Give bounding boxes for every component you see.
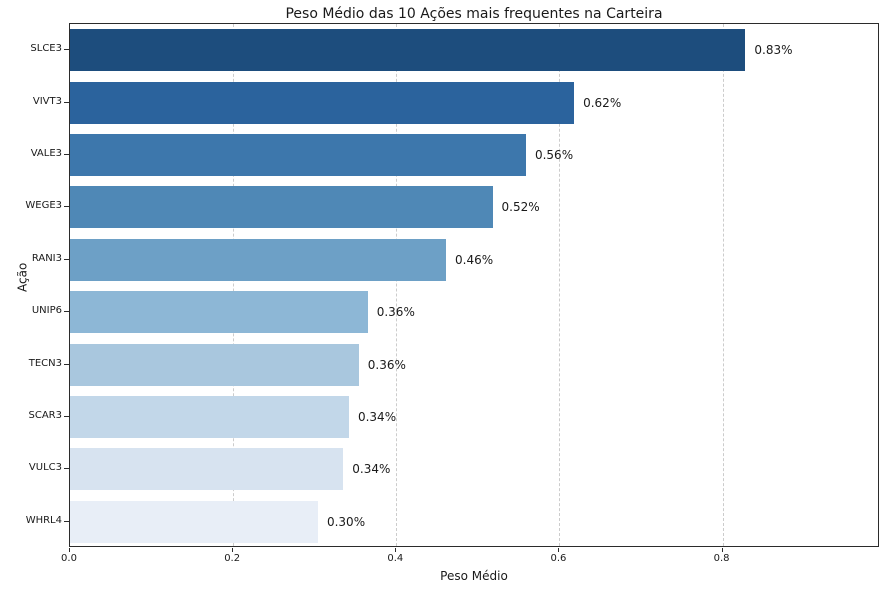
xtick-mark-0.8 [722,548,723,552]
bar-SCAR3 [70,396,349,438]
gridline-x-0.6 [559,24,561,546]
bar-SLCE3 [70,29,746,72]
ytick-label-WEGE3: WEGE3 [25,200,62,212]
ytick-label-SLCE3: SLCE3 [30,43,62,55]
ytick-mark-VIVT3 [64,102,69,103]
ytick-mark-WEGE3 [64,206,69,207]
bar-value-label-VIVT3: 0.62% [583,95,622,110]
xtick-label-0.8: 0.8 [713,553,730,564]
bar-value-label-UNIP6: 0.36% [376,305,415,320]
ytick-mark-WHRL4 [64,521,69,522]
bar-value-label-SLCE3: 0.83% [754,43,793,58]
xtick-mark-0.6 [558,548,559,552]
ytick-label-WHRL4: WHRL4 [25,514,62,526]
ytick-label-VALE3: VALE3 [30,148,62,159]
ytick-mark-RANI3 [64,259,69,260]
ytick-mark-TECN3 [64,364,69,365]
xtick-label-0.6: 0.6 [550,553,567,564]
ytick-label-UNIP6: UNIP6 [31,305,62,317]
y-axis-title: Ação [15,262,30,292]
bar-RANI3 [70,238,447,281]
gridline-x-0.8 [722,24,724,546]
bar-TECN3 [70,343,359,386]
bar-value-label-RANI3: 0.46% [455,252,494,267]
bar-VALE3 [70,134,526,176]
ytick-mark-UNIP6 [64,311,69,312]
xtick-mark-0.4 [395,548,396,552]
xtick-label-0.2: 0.2 [224,553,241,564]
bar-VIVT3 [70,81,575,124]
bar-WHRL4 [70,500,318,543]
ytick-mark-SCAR3 [64,416,69,417]
bar-value-label-TECN3: 0.36% [367,357,406,372]
x-axis-title: Peso Médio [440,569,508,583]
xtick-mark-0.2 [232,548,233,552]
xtick-label-0.0: 0.0 [61,553,77,564]
ytick-label-SCAR3: SCAR3 [28,410,62,421]
gridline-x-0.2 [233,24,235,546]
bar-value-label-VULC3: 0.34% [352,462,391,477]
bar-WEGE3 [70,186,493,229]
bar-VULC3 [70,448,344,491]
ytick-mark-VALE3 [64,154,69,155]
ytick-mark-SLCE3 [64,49,69,50]
ytick-label-TECN3: TECN3 [28,357,62,369]
ytick-label-VULC3: VULC3 [28,462,62,474]
ytick-label-RANI3: RANI3 [31,252,62,264]
bar-value-label-WHRL4: 0.30% [326,514,366,529]
ytick-mark-VULC3 [64,468,69,469]
bar-value-label-WEGE3: 0.52% [501,200,540,215]
plot-area: 0.83% 0.62% 0.56% 0.52% 0.46% 0.36% 0.36% 0.34%… [69,23,879,547]
xtick-label-0.4: 0.4 [387,553,404,564]
bar-value-label-SCAR3: 0.34% [357,410,397,424]
ytick-label-VIVT3: VIVT3 [32,95,62,107]
bar-UNIP6 [70,291,368,334]
xtick-mark-0.0 [69,548,70,552]
chart-title: Peso Médio das 10 Ações mais frequentes … [285,6,663,22]
gridline-x-0.4 [396,24,398,546]
bar-value-label-VALE3: 0.56% [534,148,574,162]
